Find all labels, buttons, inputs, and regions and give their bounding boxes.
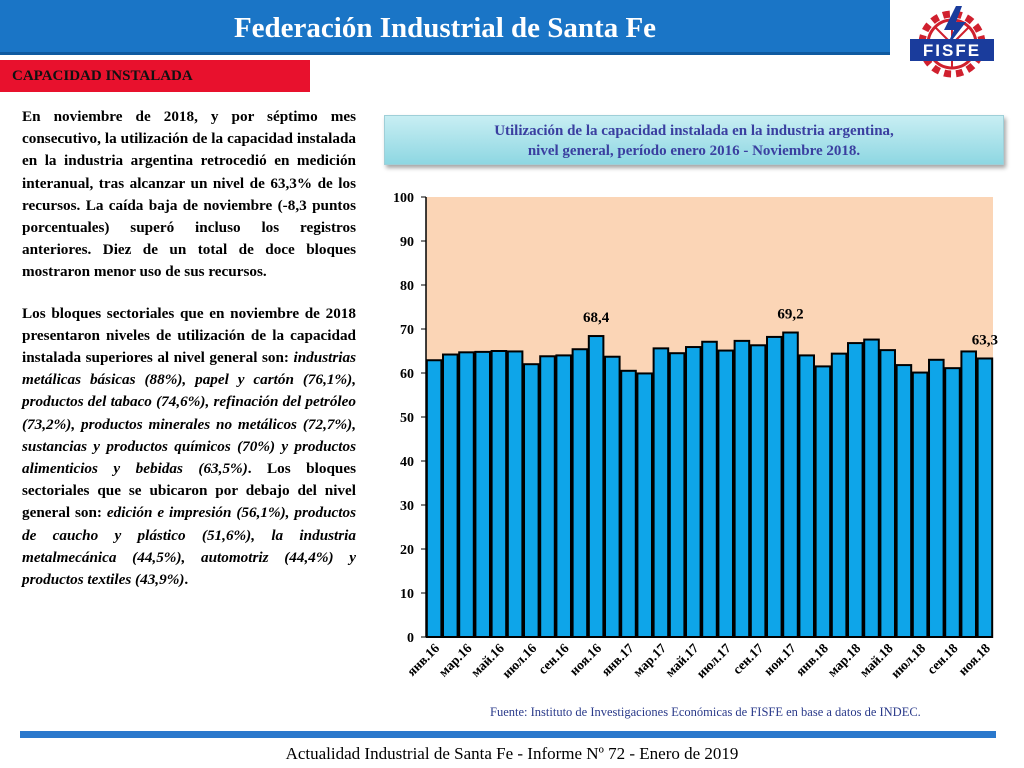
y-tick-label: 100 [393,191,414,206]
x-tick-label: ноя.17 [761,640,799,678]
bar [879,349,896,638]
x-tick-label: янв.16 [404,640,443,679]
bar [571,348,589,639]
p2-intro: Los bloques sectoriales que en noviembre… [22,304,356,367]
bar [895,364,913,639]
footer-divider [20,731,996,738]
bar [474,350,491,638]
bar [458,351,475,638]
data-label: 68,4 [583,310,610,326]
y-tick-label: 10 [400,587,414,602]
bar [523,363,540,638]
bar [604,355,621,638]
x-tick-label: сен.18 [924,640,961,677]
paragraph-2: Los bloques sectoriales que en noviembre… [22,303,356,592]
data-label: 63,3 [972,332,998,348]
header-bar [0,0,890,55]
bar [620,369,637,639]
bar [636,372,653,638]
bar [668,352,686,638]
bar [587,335,605,638]
paragraph-1: En noviembre de 2018, y por séptimo mes … [22,108,356,281]
y-tick-label: 40 [400,455,414,470]
y-tick-label: 60 [400,367,414,382]
y-tick-label: 20 [400,543,414,558]
x-tick-label: июл.17 [693,640,734,681]
fisfe-logo: FISFE [910,6,994,78]
x-tick-label: мар.16 [436,640,475,679]
p2-mid: . Los bloques sectoriales que se ubicaro… [22,460,356,522]
y-tick-label: 50 [400,411,414,426]
bar [425,359,443,639]
bar [766,335,783,638]
x-tick-label: янв.18 [793,640,832,679]
chart-title-line-2: nivel general, período enero 2016 - Novi… [527,143,861,159]
x-tick-label: ноя.16 [566,640,604,678]
bar [717,349,734,638]
source-note: Fuente: Instituto de Investigaciones Eco… [490,705,921,719]
bar [685,346,702,638]
bar [863,338,880,638]
bar [960,350,977,638]
body-text: En noviembre de 2018, y por séptimo mes … [22,106,356,610]
y-tick-label: 70 [400,323,414,338]
chart-title-box: Utilización de la capacidad instalada en… [384,115,1004,165]
y-tick-label: 80 [400,279,414,294]
bar [911,371,929,638]
bar [814,365,832,638]
x-tick-label: сен.16 [535,640,572,677]
bar [555,354,572,638]
bar [830,352,848,638]
bar [928,358,945,639]
x-tick-label: сен.17 [730,640,767,677]
p2-end: . [184,571,189,589]
x-tick-label: мар.18 [824,640,863,679]
lightning-icon [944,6,966,48]
bar [798,354,815,638]
page-title: Federación Industrial de Santa Fe [233,12,657,44]
bar [652,347,670,639]
x-tick-label: июл.18 [888,640,929,681]
bar [749,344,767,638]
bar [976,357,994,638]
y-tick-label: 30 [400,499,414,514]
bar [490,350,508,638]
bar [733,339,751,638]
x-tick-label: ноя.18 [955,640,993,678]
bar [442,353,459,639]
bar [847,342,864,639]
data-label: 69,2 [777,307,803,323]
p2-below-list: edición e impresión (56,1%), productos d… [22,504,356,589]
x-tick-label: мар.17 [630,640,669,679]
bar [701,340,718,638]
chart-title-line-1: Utilización de la capacidad instalada en… [494,123,894,139]
section-label: CAPACIDAD INSTALADA [12,68,193,84]
bar [506,350,524,638]
x-tick-label: янв.17 [598,640,637,679]
y-tick-label: 90 [400,235,414,250]
bar [782,331,799,639]
logo-text: FISFE [923,41,981,60]
y-tick-label: 0 [407,631,414,646]
bar [944,367,961,638]
bar-chart: 0102030405060708090100янв.16мар.16май.16… [393,191,998,681]
p2-above-list: industrias metálicas básicas (88%), pape… [22,349,356,478]
bar [539,355,556,638]
section-tab: CAPACIDAD INSTALADA [0,60,310,92]
x-tick-label: июл.16 [499,640,540,681]
footer-text: Actualidad Industrial de Santa Fe - Info… [285,744,739,763]
